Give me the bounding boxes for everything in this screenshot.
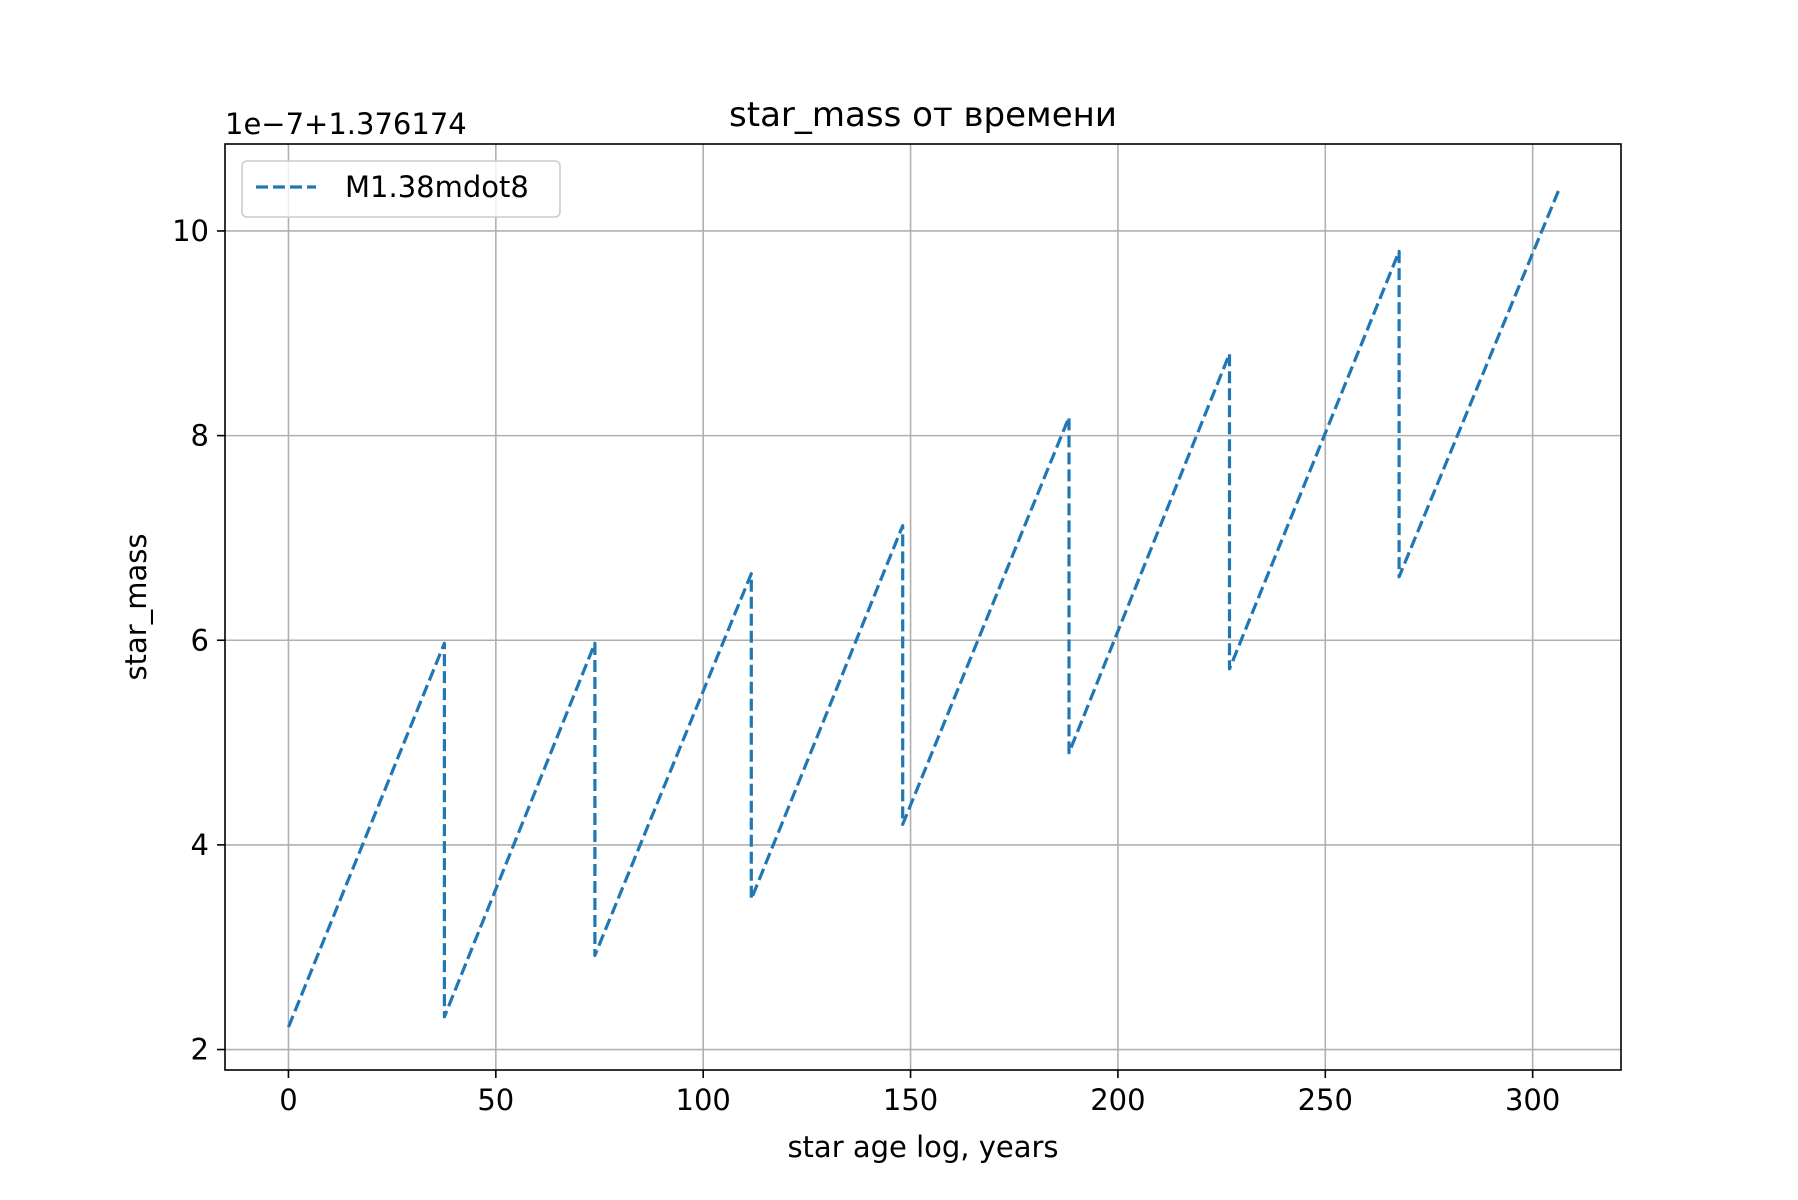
y-tick-label: 6 xyxy=(191,623,209,657)
chart-title: star_mass от времени xyxy=(729,95,1117,135)
x-tick-label: 200 xyxy=(1090,1083,1145,1117)
series-layer xyxy=(287,189,1561,1028)
x-tick-label: 50 xyxy=(477,1083,514,1117)
x-tick-label: 300 xyxy=(1505,1083,1560,1117)
ticks: 0 50 100 150 200 250 300 2 4 6 8 10 xyxy=(172,214,1560,1117)
y-tick-label: 2 xyxy=(191,1033,209,1067)
y-tick-label: 10 xyxy=(172,214,209,248)
x-tick-label: 0 xyxy=(279,1083,297,1117)
legend-box xyxy=(241,160,561,218)
y-offset-label: 1e−7+1.376174 xyxy=(225,107,467,141)
series-line xyxy=(287,189,1561,1028)
x-tick-label: 250 xyxy=(1298,1083,1353,1117)
y-tick-label: 4 xyxy=(191,828,209,862)
plot-frame xyxy=(224,143,1622,1071)
legend: M1.38mdot8 xyxy=(241,160,561,218)
grid xyxy=(225,144,1621,1070)
x-tick-label: 100 xyxy=(676,1083,731,1117)
y-axis-label: star_mass xyxy=(119,534,153,681)
x-tick-label: 150 xyxy=(883,1083,938,1117)
legend-label: M1.38mdot8 xyxy=(345,170,529,204)
y-tick-label: 8 xyxy=(191,419,209,453)
x-axis-label: star age log, years xyxy=(787,1130,1058,1164)
